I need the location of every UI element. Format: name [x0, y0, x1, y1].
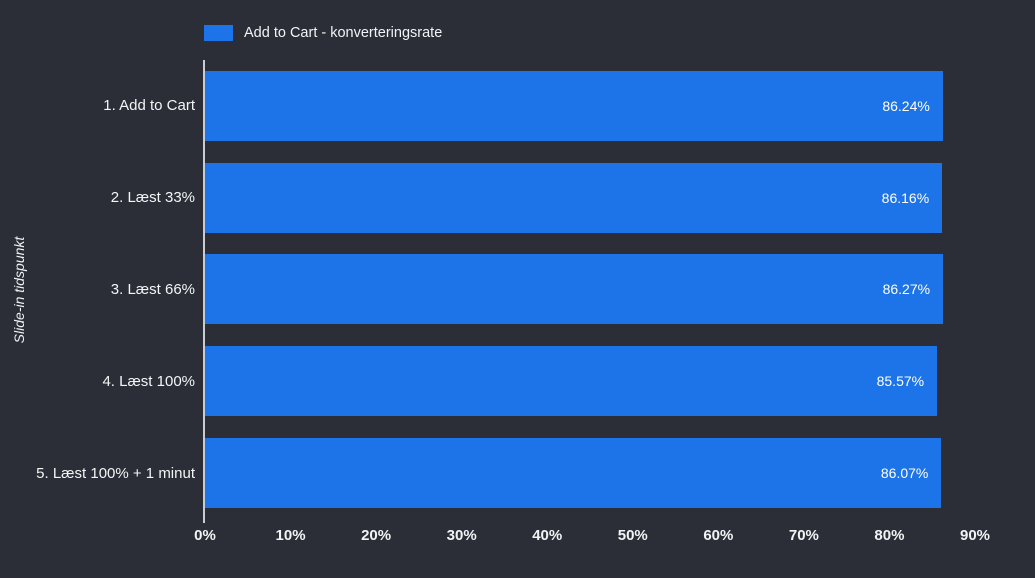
x-tick-label: 80%: [874, 527, 905, 544]
bar-2[interactable]: 86.16%: [205, 162, 943, 233]
bar-row: 86.27%: [205, 244, 975, 336]
category-label-5: 5. Læst 100% + 1 minut: [36, 464, 195, 482]
plot-area: 86.24% 86.16% 86.27% 85.57% 86.07%: [205, 60, 975, 519]
x-tick-label: 0%: [194, 527, 216, 544]
bar-value-label: 86.27%: [882, 281, 931, 298]
y-axis-labels: 1. Add to Cart 2. Læst 33% 3. Læst 66% 4. L…: [0, 60, 195, 519]
legend-swatch-icon: [204, 25, 233, 41]
bar-value-label: 85.57%: [876, 373, 925, 390]
category-label-1: 1. Add to Cart: [103, 97, 195, 115]
x-tick-label: 40%: [532, 527, 563, 544]
category-label-2: 2. Læst 33%: [110, 189, 195, 207]
category-label-3: 3. Læst 66%: [110, 280, 195, 298]
x-tick-label: 50%: [617, 527, 648, 544]
bar-value-label: 86.16%: [881, 189, 930, 206]
bar-row: 86.24%: [205, 60, 975, 152]
bar-value-label: 86.07%: [880, 465, 929, 482]
category-label-4: 4. Læst 100%: [102, 372, 195, 390]
bar-5[interactable]: 86.07%: [205, 438, 942, 509]
bar-1[interactable]: 86.24%: [205, 70, 943, 141]
x-tick-label: 10%: [275, 527, 306, 544]
x-tick-label: 20%: [361, 527, 392, 544]
x-tick-label: 60%: [703, 527, 734, 544]
x-axis: 0% 10% 20% 30% 40% 50% 60% 70% 80% 90%: [194, 527, 990, 547]
x-tick-label: 70%: [788, 527, 819, 544]
bar-3[interactable]: 86.27%: [205, 254, 944, 325]
legend-label: Add to Cart - konverteringsrate: [244, 25, 443, 41]
x-tick-label: 90%: [959, 527, 991, 544]
bar-row: 86.16%: [205, 152, 975, 244]
y-axis-line: [203, 60, 205, 523]
bar-value-label: 86.24%: [882, 97, 930, 114]
bar-row: 86.07%: [205, 427, 975, 519]
bar-row: 85.57%: [205, 335, 975, 427]
bar-4[interactable]: 85.57%: [205, 346, 938, 417]
legend-item[interactable]: Add to Cart - konverteringsrate: [204, 25, 442, 41]
x-tick-label: 30%: [446, 527, 477, 544]
